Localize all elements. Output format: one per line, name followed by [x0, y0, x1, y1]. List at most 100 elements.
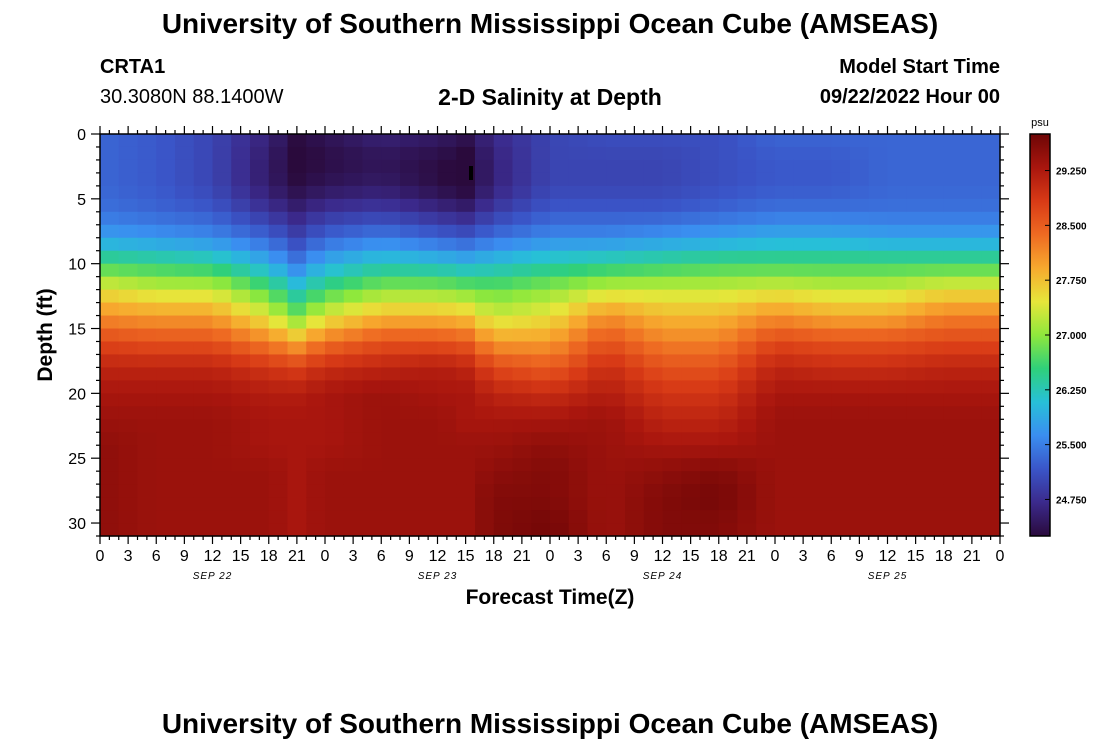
heatmap-cell	[475, 484, 495, 498]
heatmap-cell	[943, 471, 964, 485]
heatmap-cell	[831, 354, 851, 369]
heatmap-cell	[962, 159, 982, 174]
heatmap-cell	[868, 497, 889, 511]
heatmap-cell	[925, 146, 945, 161]
heatmap-cell	[381, 276, 401, 291]
heatmap-cell	[831, 134, 851, 148]
heatmap-cell	[981, 250, 1001, 265]
heatmap-cell	[606, 341, 626, 356]
heatmap-cell	[775, 172, 795, 187]
heatmap-cell	[643, 276, 664, 291]
heatmap-cell	[175, 172, 195, 187]
heatmap-cell	[681, 341, 701, 356]
heatmap-cell	[418, 406, 439, 420]
heatmap-cell	[587, 315, 607, 330]
heatmap-cell	[156, 237, 176, 252]
heatmap-cell	[193, 211, 214, 226]
heatmap-cell	[268, 419, 289, 433]
heatmap-cell	[493, 458, 514, 472]
heatmap-cell	[325, 134, 345, 148]
heatmap-cell	[981, 185, 1001, 200]
heatmap-cell	[118, 134, 139, 148]
heatmap-cell	[493, 263, 514, 278]
heatmap-cell	[625, 302, 645, 317]
heatmap-cell	[756, 224, 776, 239]
heatmap-cell	[606, 159, 626, 174]
heatmap-cell	[831, 406, 851, 420]
heatmap-cell	[981, 289, 1001, 304]
heatmap-cell	[643, 497, 664, 511]
heatmap-cell	[737, 393, 757, 407]
heatmap-cell	[493, 159, 514, 174]
heatmap-cell	[175, 289, 195, 304]
heatmap-cell	[643, 367, 664, 381]
heatmap-cell	[943, 198, 964, 213]
heatmap-cell	[831, 328, 851, 343]
heatmap-cell	[718, 302, 739, 317]
heatmap-cell	[568, 341, 589, 356]
heatmap-cell	[681, 159, 701, 174]
heatmap-cell	[287, 315, 307, 330]
heatmap-cell	[250, 341, 270, 356]
heatmap-cell	[756, 289, 776, 304]
heatmap-cell	[118, 328, 139, 343]
heatmap-cell	[156, 367, 176, 381]
heatmap-cell	[212, 445, 232, 459]
heatmap-cell	[287, 523, 307, 537]
heatmap-cell	[437, 354, 457, 369]
heatmap-cell	[775, 224, 795, 239]
heatmap-cell	[437, 159, 457, 174]
heatmap-cell	[925, 172, 945, 187]
heatmap-cell	[925, 432, 945, 446]
heatmap-cell	[175, 380, 195, 394]
heatmap-cell	[137, 224, 157, 239]
heatmap-cell	[718, 484, 739, 498]
heatmap-cell	[250, 458, 270, 472]
heatmap-cell	[812, 471, 832, 485]
heatmap-cell	[193, 341, 214, 356]
heatmap-cell	[212, 497, 232, 511]
heatmap-cell	[643, 393, 664, 407]
heatmap-cell	[418, 146, 439, 161]
heatmap-cell	[306, 237, 326, 252]
heatmap-cell	[568, 458, 589, 472]
heatmap-cell	[362, 484, 382, 498]
x-tick-label: 0	[546, 548, 555, 565]
heatmap-cell	[343, 367, 364, 381]
heatmap-cell	[100, 406, 120, 420]
heatmap-cell	[531, 523, 551, 537]
heatmap-cell	[362, 432, 382, 446]
heatmap-cell	[718, 198, 739, 213]
heatmap-cell	[325, 276, 345, 291]
heatmap-cell	[325, 289, 345, 304]
heatmap-cell	[700, 146, 720, 161]
heatmap-cell	[418, 315, 439, 330]
heatmap-cell	[718, 224, 739, 239]
heatmap-cell	[193, 484, 214, 498]
heatmap-cell	[606, 315, 626, 330]
heatmap-cell	[362, 406, 382, 420]
heatmap-cell	[812, 289, 832, 304]
heatmap-cell	[662, 250, 682, 265]
heatmap-cell	[925, 302, 945, 317]
heatmap-cell	[306, 406, 326, 420]
heatmap-cell	[850, 289, 870, 304]
heatmap-cell	[981, 380, 1001, 394]
heatmap-cell	[212, 419, 232, 433]
heatmap-cell	[231, 445, 251, 459]
heatmap-cell	[606, 172, 626, 187]
heatmap-cell	[381, 380, 401, 394]
heatmap-cell	[512, 523, 532, 537]
heatmap-cell	[118, 198, 139, 213]
heatmap-cell	[156, 198, 176, 213]
heatmap-cell	[812, 458, 832, 472]
heatmap-cell	[568, 146, 589, 161]
heatmap-cell	[362, 445, 382, 459]
heatmap-cell	[362, 315, 382, 330]
heatmap-cell	[756, 406, 776, 420]
heatmap-cell	[831, 159, 851, 174]
heatmap-cell	[756, 159, 776, 174]
heatmap-cell	[231, 211, 251, 226]
heatmap-cell	[775, 263, 795, 278]
heatmap-cell	[925, 159, 945, 174]
